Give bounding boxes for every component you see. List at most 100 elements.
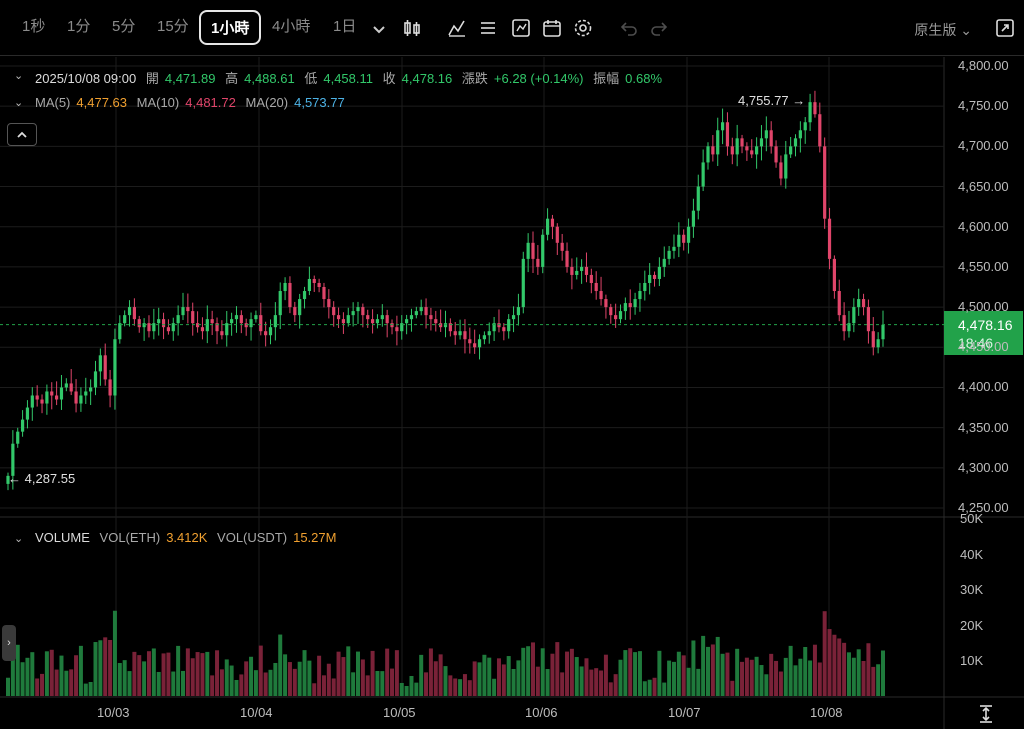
last-price-value: 4,478.16: [958, 317, 1013, 333]
volume-bar: [696, 668, 701, 696]
undo-icon[interactable]: [618, 17, 640, 39]
volume-bar: [832, 634, 837, 696]
volume-bar: [10, 650, 15, 696]
timeframe-15m[interactable]: 15分: [157, 18, 189, 35]
volume-bar: [127, 671, 132, 696]
volume-tick-label: 50K: [960, 511, 984, 526]
volume-bar: [146, 651, 151, 696]
gear-icon[interactable]: [572, 17, 594, 39]
volume-bar: [759, 665, 764, 696]
volume-bar: [54, 669, 59, 696]
chevron-down-icon[interactable]: [368, 19, 390, 41]
volume-bar: [618, 659, 623, 696]
candle-body: [181, 307, 185, 316]
candle-body: [769, 130, 773, 147]
chart-mode-label: 原生版: [914, 22, 957, 38]
volume-bar: [487, 657, 492, 696]
volume-tick-label: 40K: [960, 546, 984, 562]
redo-icon[interactable]: [648, 17, 670, 39]
chart-template-icon[interactable]: [510, 17, 532, 39]
candle-body: [230, 319, 234, 324]
low-annotation: ← 4,287.55: [8, 471, 76, 486]
amplitude-value: 0.68%: [625, 71, 663, 86]
candle-body: [327, 299, 331, 308]
fullscreen-icon[interactable]: [994, 17, 1016, 39]
open-label: 開: [145, 71, 159, 86]
candle-body: [79, 395, 83, 404]
chart-mode-select[interactable]: 原生版 ⌄: [914, 22, 972, 38]
volume-bar: [64, 670, 69, 696]
timeframe-1h[interactable]: 1小時: [199, 10, 262, 45]
candle-body: [477, 339, 482, 348]
volume-bar: [817, 662, 822, 696]
timeframe-1d[interactable]: 1日: [333, 18, 357, 35]
candle-body: [6, 475, 10, 484]
candle-body: [473, 343, 477, 348]
candle-body: [541, 234, 545, 267]
collapse-legend-button[interactable]: [7, 123, 37, 146]
volume-bar: [385, 648, 390, 696]
open-value: 4,471.89: [164, 71, 216, 86]
timeframe-5m[interactable]: 5分: [112, 18, 136, 35]
candle-body: [273, 315, 277, 328]
volume-bar: [195, 652, 200, 696]
volume-bar: [59, 655, 64, 696]
volume-bar: [623, 650, 628, 696]
volume-collapse-chevron[interactable]: ⌄: [14, 533, 24, 545]
candle-body: [570, 266, 574, 275]
candle-body: [837, 291, 841, 316]
volume-bar: [569, 648, 574, 696]
ohlc-collapse-chevron[interactable]: ⌄: [14, 70, 24, 82]
volume-tick-label: 10K: [960, 653, 984, 668]
candle-body: [735, 138, 739, 155]
volume-bar: [20, 662, 25, 696]
candle-body: [560, 242, 564, 251]
indicator-icon[interactable]: [446, 17, 468, 39]
timeframe-1s[interactable]: 1秒: [22, 18, 46, 35]
candle-body: [215, 323, 219, 332]
candle-body: [604, 299, 608, 308]
volume-bar: [409, 675, 414, 696]
y-tick-label: 4,600.00: [958, 218, 1009, 234]
candle-body: [108, 379, 112, 396]
candle-body: [55, 395, 59, 400]
volume-bar: [200, 653, 205, 696]
candle-body: [711, 146, 715, 155]
candle-body: [98, 355, 102, 372]
candle-body: [774, 146, 778, 163]
volume-bar: [122, 660, 127, 696]
volume-bar: [137, 655, 142, 696]
timeframe-4h[interactable]: 4小時: [272, 18, 311, 35]
ohlc-datetime: 2025/10/08 09:00: [35, 71, 137, 86]
candle-body: [142, 323, 146, 328]
candle-style-icon[interactable]: [401, 17, 423, 39]
volume-bar: [603, 654, 608, 696]
volume-bar: [633, 652, 638, 696]
candle-body: [118, 323, 122, 340]
volume-bar: [720, 653, 725, 696]
candle-body: [545, 218, 550, 235]
settings-list-icon[interactable]: [477, 17, 499, 39]
volume-bar: [69, 669, 74, 696]
volume-bar: [876, 664, 881, 696]
volume-bar: [326, 663, 331, 696]
candle-body: [628, 303, 632, 308]
ma-collapse-chevron[interactable]: ⌄: [14, 97, 24, 109]
candle-body: [283, 282, 287, 292]
volume-bar: [428, 648, 433, 696]
volume-bar: [181, 670, 185, 696]
axis-scale-icon[interactable]: [975, 703, 997, 725]
volume-bar: [312, 683, 317, 696]
timeframe-1m[interactable]: 1分: [67, 18, 91, 35]
candle-body: [127, 307, 132, 316]
low-label: 低: [304, 71, 318, 86]
volume-bar: [740, 661, 745, 696]
volume-bar: [540, 648, 545, 696]
volume-bar: [555, 642, 560, 696]
calendar-icon[interactable]: [541, 17, 563, 39]
candle-body: [789, 146, 793, 155]
candle-body: [191, 311, 195, 324]
side-panel-toggle[interactable]: ›: [2, 625, 16, 661]
volume-tick-label: 30K: [960, 582, 984, 597]
